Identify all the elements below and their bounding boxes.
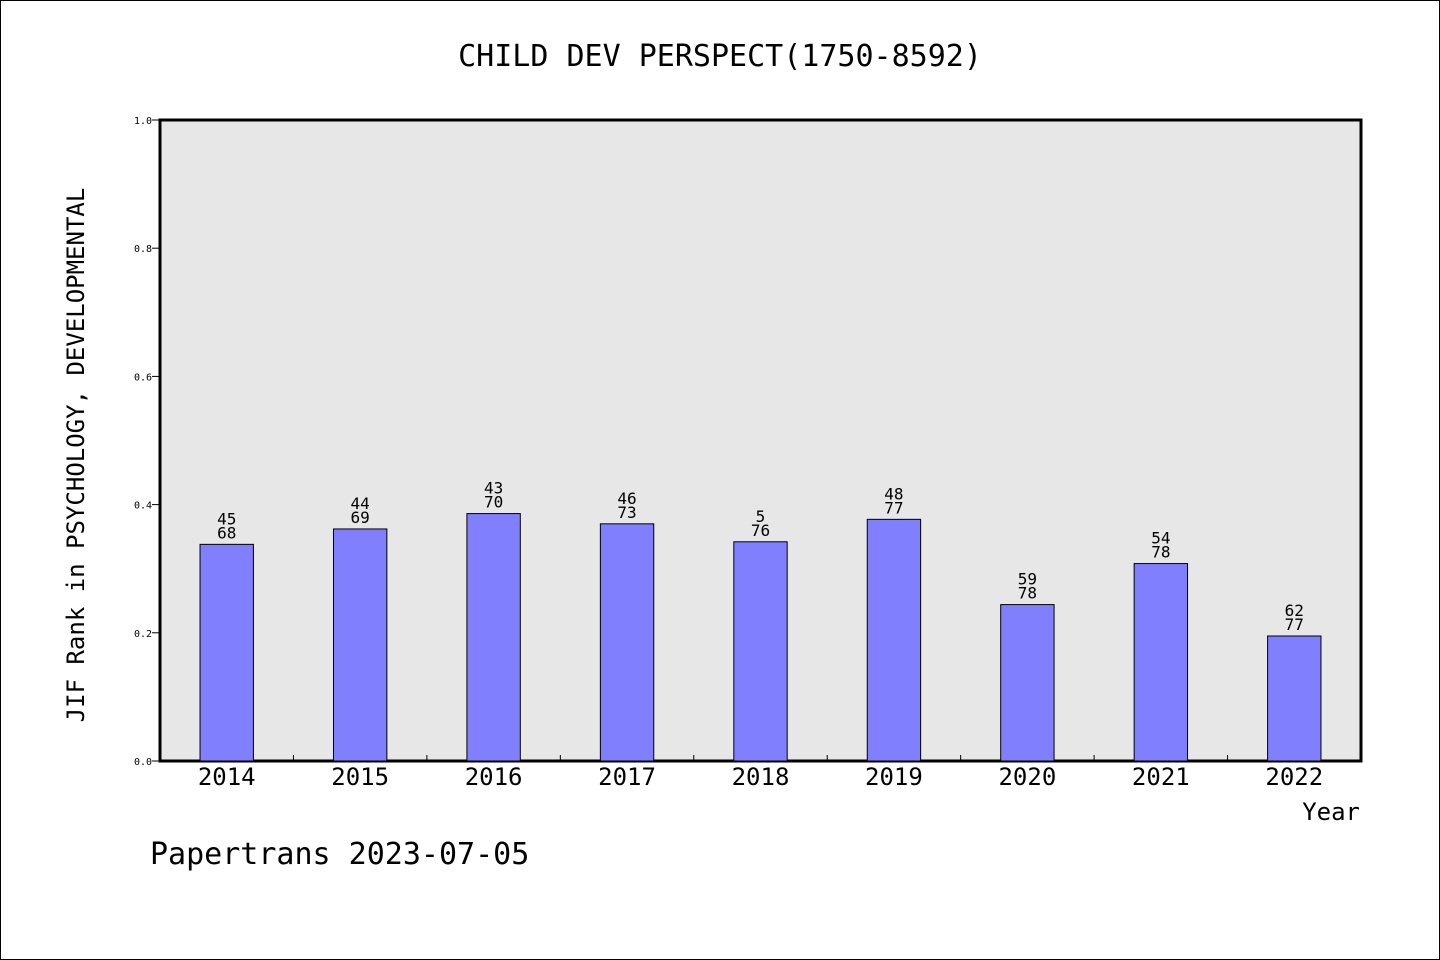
data-label-rank: 48 xyxy=(884,484,903,503)
data-label-rank: 44 xyxy=(351,494,370,513)
y-tick-label: 0.4 xyxy=(134,501,152,512)
data-label-rank: 54 xyxy=(1151,529,1170,548)
data-label-rank: 43 xyxy=(484,479,503,498)
data-label-total: 77 xyxy=(884,498,903,517)
data-label-rank: 45 xyxy=(217,509,236,528)
y-tick-label: 1.0 xyxy=(134,116,152,127)
data-label-rank: 46 xyxy=(617,489,636,508)
bar-2022 xyxy=(1267,635,1322,762)
y-tick-label: 0.8 xyxy=(134,244,152,255)
y-tick-label: 0.2 xyxy=(134,629,152,640)
bar-2021 xyxy=(1133,563,1189,762)
data-label-rank: 62 xyxy=(1285,601,1304,620)
x-tick-label: 2018 xyxy=(732,763,790,791)
bar-2015 xyxy=(332,528,388,762)
y-axis-label: JIF Rank in PSYCHOLOGY, DEVELOPMENTAL xyxy=(62,188,90,723)
x-axis-label: Year xyxy=(1302,798,1360,826)
bar-series xyxy=(199,513,1322,762)
data-label-total: 69 xyxy=(351,508,370,527)
y-tick-label: 0.0 xyxy=(134,757,152,768)
y-tick-label: 0.6 xyxy=(134,372,152,383)
data-label-total: 73 xyxy=(617,503,636,522)
data-label-total: 76 xyxy=(751,521,770,540)
y-axis: 0.0 0.2 0.4 0.6 0.8 1.0 xyxy=(134,116,160,768)
x-tick-label: 2022 xyxy=(1265,763,1323,791)
x-tick-label: 2014 xyxy=(198,763,256,791)
bar-2014 xyxy=(199,543,254,762)
bar-2019 xyxy=(866,518,922,762)
x-axis: 2014 2015 2016 2017 2018 2019 2020 2021 2022 xyxy=(198,755,1323,791)
data-label-rank: 59 xyxy=(1018,570,1037,589)
x-tick-label: 2020 xyxy=(998,763,1056,791)
data-label-total: 70 xyxy=(484,493,503,512)
x-tick-label: 2017 xyxy=(598,763,656,791)
data-label-total: 77 xyxy=(1285,615,1304,634)
x-tick-label: 2016 xyxy=(465,763,523,791)
x-tick-label: 2019 xyxy=(865,763,923,791)
bar-2016 xyxy=(466,513,521,762)
bar-2018 xyxy=(733,541,788,762)
bar-2017 xyxy=(599,523,655,762)
x-tick-label: 2015 xyxy=(331,763,389,791)
data-label-total: 78 xyxy=(1151,543,1170,562)
bar-2020 xyxy=(1000,604,1055,762)
x-tick-label: 2021 xyxy=(1132,763,1190,791)
footer-date-stamp: Papertrans 2023-07-05 xyxy=(150,837,529,872)
data-label-total: 68 xyxy=(217,523,236,542)
chart-title: CHILD DEV PERSPECT(1750-8592) xyxy=(458,39,982,74)
data-label-total: 78 xyxy=(1018,584,1037,603)
data-label-rank: 5 xyxy=(756,507,766,526)
